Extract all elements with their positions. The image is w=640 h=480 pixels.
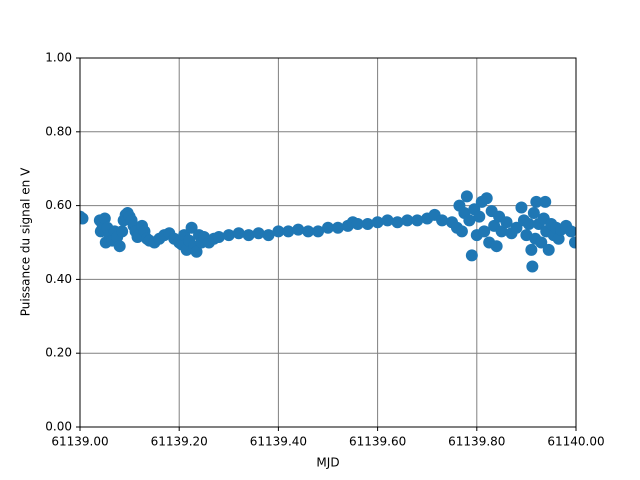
point (212, 230, 225, 243)
point (113, 240, 126, 253)
point (371, 216, 384, 229)
point (552, 232, 565, 245)
point (478, 225, 491, 238)
point (522, 218, 535, 231)
point (527, 206, 540, 219)
point (526, 260, 539, 273)
point (565, 225, 576, 238)
point (490, 240, 503, 253)
point (262, 229, 275, 242)
x-tick-label: 61139.00 (51, 435, 108, 449)
y-tick-label: 0.40 (45, 272, 72, 286)
point (539, 195, 552, 208)
point (569, 236, 576, 249)
x-tick-label: 61139.40 (250, 435, 307, 449)
point (292, 223, 305, 236)
point (190, 245, 203, 258)
point (411, 214, 424, 227)
x-tick-label: 61139.60 (349, 435, 406, 449)
point (272, 225, 285, 238)
x-tick-label: 61140.00 (547, 435, 604, 449)
ticks: 61139.00 61139.20 61139.40 61139.60 61139.80… (45, 51, 604, 449)
point (460, 190, 473, 203)
point (391, 216, 404, 229)
y-tick-label: 0.80 (45, 124, 72, 138)
point (495, 225, 508, 238)
y-tick-label: 1.00 (45, 51, 72, 65)
point (515, 201, 528, 214)
point (542, 243, 555, 256)
point (465, 249, 478, 262)
point (525, 243, 538, 256)
point (242, 229, 255, 242)
point (80, 212, 89, 225)
point (322, 221, 334, 234)
point (500, 216, 513, 229)
y-tick-label: 0.20 (45, 346, 72, 360)
point (436, 214, 449, 227)
point (185, 221, 198, 234)
point (535, 236, 548, 249)
point (98, 212, 111, 225)
point (331, 221, 344, 234)
point (473, 210, 486, 223)
point (463, 214, 476, 227)
point (222, 229, 235, 242)
point (232, 227, 245, 240)
y-tick-label: 0.60 (45, 198, 72, 212)
point (116, 225, 129, 238)
x-tick-label: 61139.80 (448, 435, 505, 449)
y-axis-label: Puissance du signal en V (19, 167, 33, 316)
point (480, 192, 493, 205)
point (381, 214, 394, 227)
point (282, 225, 295, 238)
point (455, 225, 468, 238)
plot-frame (79, 57, 577, 428)
y-tick-label: 0.00 (45, 420, 72, 434)
point (351, 218, 364, 231)
point (302, 225, 315, 238)
point (530, 195, 543, 208)
x-tick-label: 61139.20 (151, 435, 208, 449)
point (510, 221, 523, 234)
point (361, 218, 374, 231)
points (80, 190, 576, 273)
point (312, 225, 325, 238)
point (401, 214, 414, 227)
point (252, 227, 265, 240)
x-axis-label: MJD (316, 456, 339, 470)
